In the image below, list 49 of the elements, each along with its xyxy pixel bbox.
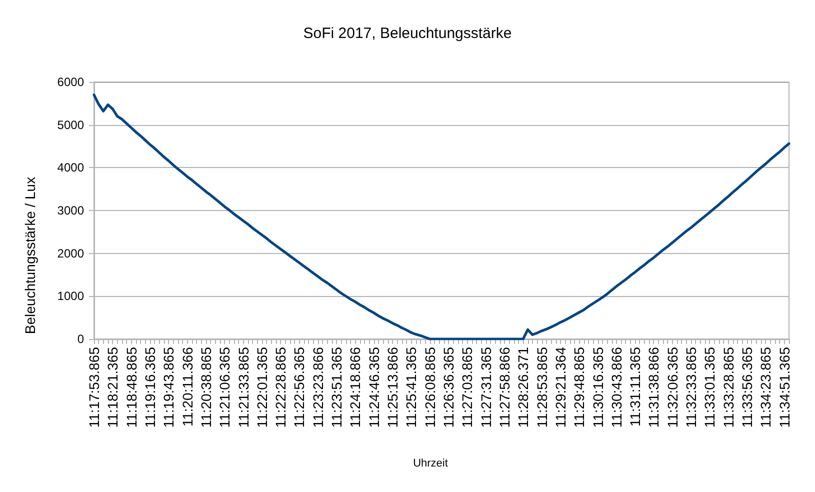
x-tick-label: 11:22:01.365 bbox=[254, 346, 270, 428]
x-tick-label: 11:29:21.364 bbox=[552, 346, 568, 428]
x-tick-label: 11:23:23.866 bbox=[310, 346, 326, 428]
x-tick-label: 11:24:46.365 bbox=[366, 346, 382, 428]
x-tick-label: 11:21:06.365 bbox=[216, 346, 233, 428]
x-tick-label: 11:27:58.866 bbox=[496, 346, 512, 428]
x-tick-label: 11:26:08.865 bbox=[422, 346, 438, 428]
x-tick-label: 11:19:43.865 bbox=[160, 346, 177, 428]
x-tick-label: 11:18:21.365 bbox=[104, 346, 121, 428]
x-tick-label: 11:34:23.865 bbox=[758, 346, 774, 428]
x-tick-label: 11:28:53.865 bbox=[534, 346, 550, 428]
x-tick-label: 11:30:16.365 bbox=[590, 346, 606, 428]
x-tick-label: 11:22:56.365 bbox=[291, 346, 308, 428]
x-tick-label: 11:27:03.865 bbox=[459, 346, 476, 428]
x-tick-label: 11:32:06.365 bbox=[664, 346, 680, 428]
y-tick-label: 2000 bbox=[57, 246, 84, 260]
x-tick-label: 11:29:48.865 bbox=[571, 346, 588, 428]
x-tick-label: 11:24:18.866 bbox=[347, 346, 364, 428]
x-axis-title: Uhrzeit bbox=[413, 458, 448, 470]
y-tick-label: 5000 bbox=[57, 118, 84, 132]
y-tick-label: 4000 bbox=[57, 160, 84, 175]
x-tick-label: 11:23:51.365 bbox=[328, 346, 345, 428]
x-tick-label: 11:30:43.866 bbox=[608, 346, 624, 428]
x-tick-label: 11:26:36.365 bbox=[440, 346, 456, 428]
x-tick-label: 11:33:28.865 bbox=[720, 346, 736, 428]
y-tick-label: 1000 bbox=[57, 289, 84, 304]
x-tick-label: 11:20:38.865 bbox=[198, 346, 214, 428]
y-tick-label: 3000 bbox=[57, 204, 84, 218]
x-tick-label: 11:21:33.865 bbox=[235, 346, 252, 428]
x-tick-label: 11:18:48.865 bbox=[123, 346, 140, 428]
x-tick-label: 11:27:31.365 bbox=[478, 346, 494, 428]
x-tick-label: 11:22:28.865 bbox=[272, 346, 289, 428]
x-tick-label: 11:28:26.371 bbox=[515, 346, 532, 428]
x-tick-label: 11:25:41.365 bbox=[403, 346, 420, 428]
x-tick-label: 11:25:13.866 bbox=[384, 346, 401, 428]
y-tick-label: 0 bbox=[77, 332, 84, 346]
chart-title: SoFi 2017, Beleuchtungsstärke bbox=[303, 25, 512, 42]
x-tick-label: 11:34:51.365 bbox=[776, 346, 792, 428]
x-tick-label: 11:33:01.365 bbox=[702, 346, 718, 428]
x-tick-label: 11:32:33.865 bbox=[683, 346, 700, 428]
x-tick-label: 11:31:38.866 bbox=[646, 346, 662, 428]
x-tick-label: 11:33:56.365 bbox=[739, 346, 756, 428]
x-tick-label: 11:17:53.865 bbox=[86, 346, 102, 428]
line-series bbox=[92, 94, 790, 340]
x-tick-label: 11:20:11.366 bbox=[179, 346, 196, 427]
x-tick-label: 11:19:16.365 bbox=[142, 346, 158, 428]
y-axis-title: Beleuchtungsstärke / Lux bbox=[22, 176, 38, 334]
y-tick-label: 6000 bbox=[57, 75, 84, 89]
x-tick-label: 11:31:11.365 bbox=[627, 346, 644, 427]
